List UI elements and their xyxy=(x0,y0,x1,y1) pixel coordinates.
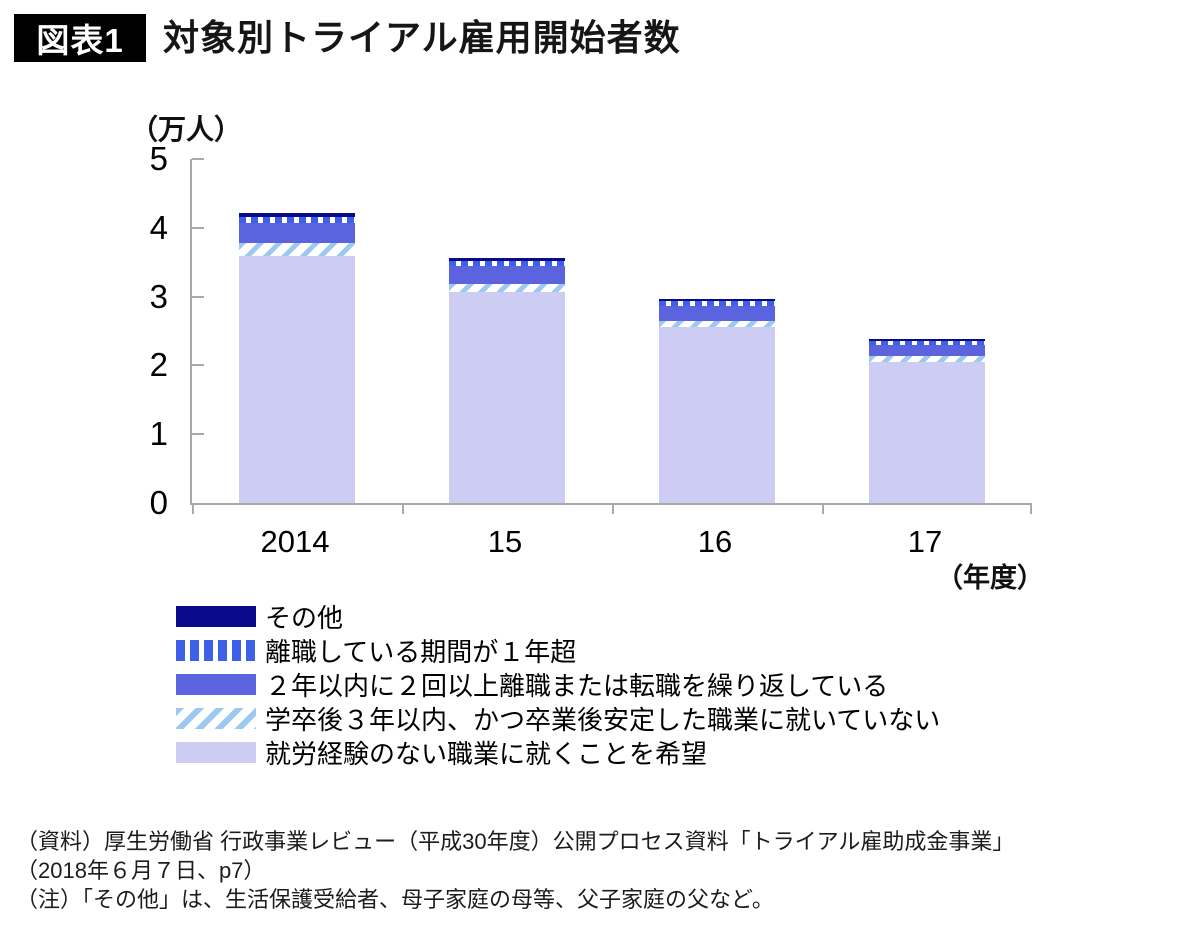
page-title: 対象別トライアル雇用開始者数 xyxy=(163,17,681,58)
bar-segment-hatch xyxy=(239,242,355,257)
y-tick-label: 5 xyxy=(149,140,168,177)
x-category-label: 17 xyxy=(907,524,943,559)
x-category-label: 2014 xyxy=(260,524,330,559)
legend-label: ２年以内に２回以上離職または転職を繰り返している xyxy=(265,670,889,701)
legend-label: その他 xyxy=(265,602,344,633)
y-tick-mark xyxy=(192,433,204,436)
legend-label: 学卒後３年以内、かつ卒業後安定した職業に就いていない xyxy=(265,704,941,735)
source-note-line-3: （注）「その他」は、生活保護受給者、母子家庭の母等、父子家庭の父など。 xyxy=(16,887,774,912)
bar-16 xyxy=(659,298,775,503)
bar-segment-dash xyxy=(869,340,985,346)
y-tick-label: 4 xyxy=(149,208,168,246)
bar-17 xyxy=(869,338,985,503)
y-tick-mark xyxy=(192,158,204,160)
source-notes: （資料）厚生労働省 行政事業レビュー（平成30年度）公開プロセス資料「トライアル… xyxy=(16,827,1014,914)
x-tick-mark xyxy=(1030,505,1032,514)
legend-item: 学卒後３年以内、かつ卒業後安定した職業に就いていない xyxy=(176,701,940,735)
y-tick-label: 1 xyxy=(149,415,168,453)
bar-segment-navy xyxy=(449,258,565,261)
y-axis-unit-label: （万人） xyxy=(130,114,243,145)
plot-area xyxy=(190,158,1032,514)
legend-swatch-hatch xyxy=(176,707,256,729)
legend-label: 就労経験のない職業に就くことを希望 xyxy=(265,738,708,769)
bar-segment-navy xyxy=(869,338,985,341)
bar-segment-dash xyxy=(449,260,565,267)
x-axis-unit-label: （年度） xyxy=(936,563,1044,593)
y-tick-mark xyxy=(192,226,204,229)
bar-segment-royal xyxy=(239,223,355,243)
chart-legend: その他 離職している期間が１年超 ２年以内に２回以上離職または転職を繰り返している学… xyxy=(176,599,940,769)
x-axis-labels: 2014 15 16 17 xyxy=(190,524,1030,562)
legend-swatch-royal xyxy=(176,673,256,695)
y-axis-labels: 0 1 2 3 4 5 xyxy=(96,140,168,521)
legend-item: 離職している期間が１年超 xyxy=(176,633,940,667)
legend-item: その他 xyxy=(176,599,940,633)
y-tick-label: 0 xyxy=(149,484,168,521)
bar-segment-royal xyxy=(659,305,775,322)
legend-swatch-navy xyxy=(176,605,256,627)
bar-segment-lavender xyxy=(869,361,985,503)
y-tick-label: 2 xyxy=(149,346,168,384)
bar-segment-royal xyxy=(869,345,985,357)
y-tick-mark xyxy=(192,364,204,367)
x-tick-mark xyxy=(612,505,614,514)
bar-15 xyxy=(449,258,565,503)
x-tick-mark xyxy=(402,505,404,514)
source-note-line-2: （2018年６月７日、p7） xyxy=(16,858,266,883)
bar-segment-hatch xyxy=(449,283,565,292)
bar-segment-navy xyxy=(239,212,355,217)
legend-label: 離職している期間が１年超 xyxy=(265,636,577,667)
y-tick-label: 3 xyxy=(149,277,168,315)
bar-segment-dash xyxy=(239,216,355,224)
y-tick-mark xyxy=(192,295,204,298)
legend-item: ２年以内に２回以上離職または転職を繰り返している xyxy=(176,667,940,701)
source-note-line-1: （資料）厚生労働省 行政事業レビュー（平成30年度）公開プロセス資料「トライアル… xyxy=(16,829,1015,854)
bar-segment-dash xyxy=(659,300,775,306)
legend-swatch-dash xyxy=(176,639,256,661)
bar-segment-navy xyxy=(659,298,775,301)
bar-2014 xyxy=(239,212,355,503)
x-tick-mark xyxy=(192,505,194,514)
bar-segment-hatch xyxy=(659,321,775,327)
bar-segment-hatch xyxy=(869,356,985,362)
legend-item: 就労経験のない職業に就くことを希望 xyxy=(176,735,940,769)
bar-segment-royal xyxy=(449,266,565,284)
x-category-label: 16 xyxy=(697,524,733,559)
legend-swatch-lavender xyxy=(176,741,256,763)
x-tick-mark xyxy=(822,505,824,514)
x-category-label: 15 xyxy=(487,524,523,559)
figure-badge: 図表1 xyxy=(14,14,146,62)
bar-segment-lavender xyxy=(659,326,775,503)
bar-segment-lavender xyxy=(449,291,565,503)
bar-segment-lavender xyxy=(239,256,355,503)
